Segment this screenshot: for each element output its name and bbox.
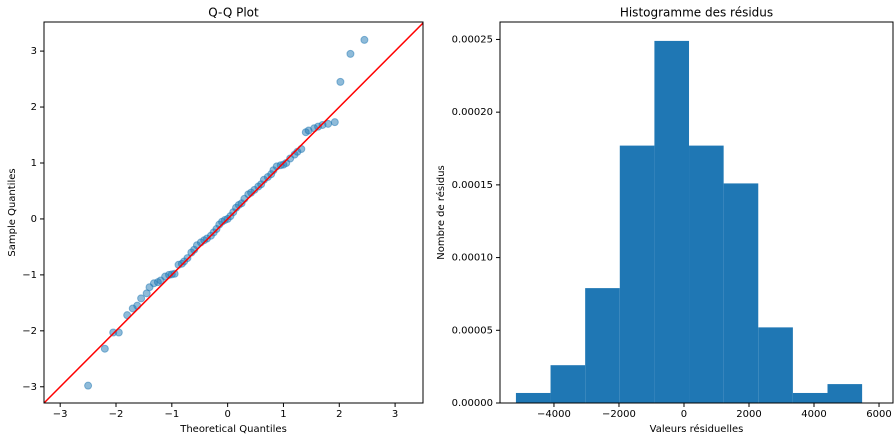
point bbox=[360, 35, 369, 44]
point bbox=[183, 254, 192, 263]
y-tick-label: 0.00025 bbox=[452, 34, 493, 45]
bar bbox=[758, 327, 793, 403]
y-tick-label: 2 bbox=[31, 102, 37, 113]
axes-frame bbox=[499, 21, 894, 404]
x-tick-label: 6000 bbox=[866, 409, 891, 420]
axes-frame bbox=[43, 21, 424, 404]
y-tick-label: 1 bbox=[31, 158, 37, 169]
y-tick-label: −3 bbox=[22, 382, 37, 393]
point bbox=[346, 49, 355, 58]
y-tick-label: 3 bbox=[31, 46, 37, 57]
bar bbox=[723, 183, 759, 403]
bar bbox=[792, 392, 828, 403]
bar bbox=[550, 365, 586, 403]
x-tick-label: 1 bbox=[280, 409, 286, 420]
point bbox=[330, 118, 339, 127]
bar bbox=[619, 145, 655, 403]
point bbox=[84, 381, 93, 390]
y-tick-label: 0.00015 bbox=[452, 180, 493, 191]
y-tick-label: 0.00020 bbox=[452, 107, 493, 118]
y-tick-label: 0.00000 bbox=[452, 398, 493, 409]
x-tick-label: 3 bbox=[392, 409, 398, 420]
chart-title: Q-Q Plot bbox=[208, 6, 259, 20]
x-tick-label: −1 bbox=[164, 409, 179, 420]
bar bbox=[689, 145, 724, 403]
panel: Q-Q Plot Theoretical Quantiles Sample Quan… bbox=[7, 6, 424, 435]
x-tick-label: −3 bbox=[53, 409, 68, 420]
x-tick-label: 2000 bbox=[736, 409, 761, 420]
point bbox=[336, 77, 345, 86]
y-axis-label: Sample Quantiles bbox=[7, 168, 18, 256]
panel: Histogramme des résidus Valeurs résiduell… bbox=[435, 6, 894, 435]
bar bbox=[827, 384, 863, 403]
point bbox=[170, 269, 179, 278]
bar bbox=[515, 392, 551, 403]
reference-line bbox=[44, 22, 423, 403]
x-tick-label: 0 bbox=[681, 409, 687, 420]
y-tick-label: −1 bbox=[22, 270, 37, 281]
x-tick-label: −2000 bbox=[602, 409, 636, 420]
point bbox=[137, 294, 146, 303]
x-tick-label: −4000 bbox=[537, 409, 571, 420]
y-tick-label: −2 bbox=[22, 326, 37, 337]
plot-area bbox=[44, 22, 423, 403]
y-tick-label: 0 bbox=[31, 214, 37, 225]
x-axis-label: Theoretical Quantiles bbox=[179, 424, 287, 435]
x-tick-label: 4000 bbox=[801, 409, 826, 420]
y-tick-label: 0.00010 bbox=[452, 253, 493, 264]
y-tick-label: 0.00005 bbox=[452, 325, 493, 336]
chart-title: Histogramme des résidus bbox=[620, 6, 773, 20]
x-tick-label: 2 bbox=[336, 409, 342, 420]
bar bbox=[585, 288, 620, 403]
x-tick-label: 0 bbox=[224, 409, 230, 420]
point bbox=[100, 344, 109, 353]
x-tick-label: −2 bbox=[109, 409, 124, 420]
x-axis-label: Valeurs résiduelles bbox=[650, 423, 744, 435]
y-axis-label: Nombre de résidus bbox=[435, 165, 447, 260]
bar bbox=[654, 40, 690, 404]
